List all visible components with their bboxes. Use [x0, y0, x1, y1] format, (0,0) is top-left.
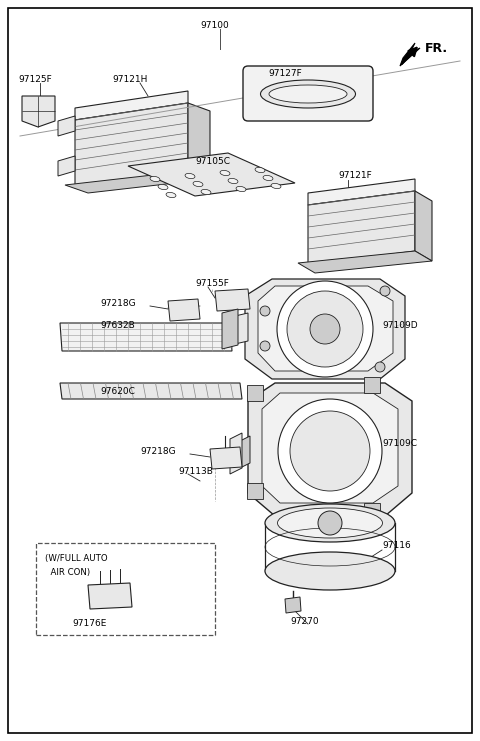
- Text: 97113B: 97113B: [178, 467, 213, 476]
- Ellipse shape: [150, 176, 160, 182]
- Circle shape: [287, 291, 363, 367]
- Polygon shape: [88, 583, 132, 609]
- Text: 97121F: 97121F: [338, 171, 372, 181]
- Ellipse shape: [271, 183, 281, 189]
- Text: 97109D: 97109D: [382, 322, 418, 330]
- Circle shape: [260, 341, 270, 351]
- Polygon shape: [58, 156, 75, 176]
- Text: 97127F: 97127F: [268, 68, 302, 78]
- Polygon shape: [188, 103, 210, 179]
- Polygon shape: [128, 153, 295, 196]
- Ellipse shape: [228, 179, 238, 184]
- Bar: [364, 377, 380, 393]
- Text: 97121H: 97121H: [112, 75, 147, 84]
- Text: 97218G: 97218G: [140, 447, 176, 456]
- Text: 97155F: 97155F: [195, 279, 229, 288]
- Polygon shape: [240, 436, 250, 468]
- Circle shape: [375, 362, 385, 372]
- Polygon shape: [400, 43, 420, 66]
- Ellipse shape: [201, 190, 211, 195]
- Ellipse shape: [220, 170, 230, 176]
- Polygon shape: [262, 393, 398, 503]
- Polygon shape: [308, 191, 415, 265]
- Ellipse shape: [185, 173, 195, 179]
- Polygon shape: [298, 251, 432, 273]
- Ellipse shape: [236, 187, 246, 192]
- Text: 97176E: 97176E: [72, 619, 107, 628]
- Polygon shape: [75, 103, 188, 188]
- FancyBboxPatch shape: [243, 66, 373, 121]
- Polygon shape: [60, 383, 242, 399]
- Polygon shape: [22, 96, 55, 127]
- Ellipse shape: [269, 85, 347, 103]
- Polygon shape: [235, 313, 248, 344]
- Polygon shape: [230, 433, 242, 474]
- Ellipse shape: [166, 193, 176, 198]
- Text: (W/FULL AUTO: (W/FULL AUTO: [45, 554, 108, 563]
- Text: 97620C: 97620C: [100, 387, 135, 396]
- Circle shape: [278, 399, 382, 503]
- Text: AIR CON): AIR CON): [45, 568, 90, 577]
- Circle shape: [277, 281, 373, 377]
- Polygon shape: [222, 309, 238, 349]
- Ellipse shape: [193, 182, 203, 187]
- Polygon shape: [58, 116, 75, 136]
- Polygon shape: [75, 91, 188, 120]
- Polygon shape: [415, 191, 432, 261]
- Text: 97270: 97270: [290, 617, 319, 625]
- Polygon shape: [285, 597, 301, 613]
- Text: 97100: 97100: [200, 21, 229, 30]
- Circle shape: [380, 286, 390, 296]
- Polygon shape: [245, 279, 405, 379]
- Text: 97125F: 97125F: [18, 75, 52, 84]
- Polygon shape: [65, 171, 210, 193]
- Polygon shape: [60, 323, 232, 351]
- Text: 97632B: 97632B: [100, 322, 135, 330]
- Text: 97109C: 97109C: [382, 439, 417, 448]
- Bar: [364, 503, 380, 519]
- Polygon shape: [248, 383, 412, 516]
- Circle shape: [290, 411, 370, 491]
- Polygon shape: [258, 286, 393, 371]
- Text: 97218G: 97218G: [100, 299, 136, 308]
- Text: FR.: FR.: [425, 41, 448, 55]
- Polygon shape: [308, 179, 415, 205]
- Circle shape: [318, 511, 342, 535]
- Ellipse shape: [158, 185, 168, 190]
- Polygon shape: [168, 299, 200, 321]
- Ellipse shape: [261, 80, 356, 108]
- Text: 97116: 97116: [382, 542, 411, 551]
- Polygon shape: [210, 447, 242, 469]
- Ellipse shape: [265, 504, 395, 542]
- Ellipse shape: [263, 176, 273, 181]
- Ellipse shape: [277, 508, 383, 538]
- Circle shape: [260, 306, 270, 316]
- Circle shape: [310, 314, 340, 344]
- Ellipse shape: [265, 552, 395, 590]
- Bar: [247, 483, 263, 499]
- Ellipse shape: [255, 167, 265, 173]
- Bar: [247, 385, 263, 401]
- Polygon shape: [215, 289, 250, 311]
- Text: 97105C: 97105C: [195, 156, 230, 165]
